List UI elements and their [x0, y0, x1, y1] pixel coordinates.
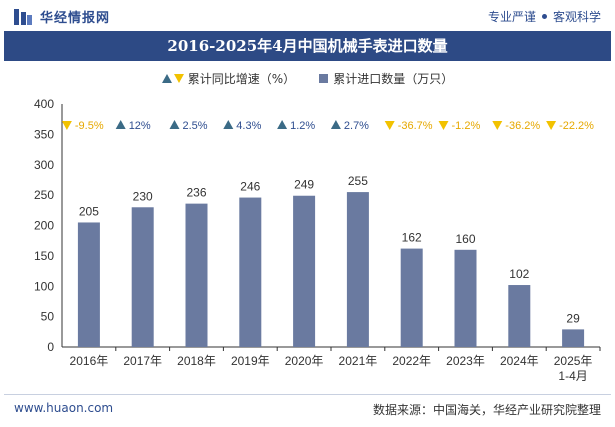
legend-growth-label: 累计同比增速（%） — [187, 71, 296, 86]
bar-value-label: 102 — [509, 267, 529, 281]
growth-down-marker — [61, 121, 72, 130]
bar-value-label: 249 — [294, 178, 314, 192]
bar-value-label: 205 — [79, 204, 99, 218]
legend-quantity-label: 累计进口数量（万只） — [333, 71, 454, 86]
bar-value-label: 160 — [455, 232, 475, 246]
bar-value-label: 162 — [402, 231, 422, 245]
logo-bars-icon — [14, 8, 32, 25]
growth-down-marker — [492, 121, 503, 130]
bar — [508, 285, 531, 347]
growth-label: -36.7% — [398, 120, 433, 132]
legend-quantity: 累计进口数量（万只） — [319, 70, 453, 87]
bar — [400, 248, 423, 347]
bar — [562, 329, 585, 347]
growth-up-marker — [277, 120, 288, 129]
growth-label: 4.3% — [236, 120, 261, 132]
bar — [77, 222, 100, 347]
bar-value-label: 29 — [566, 311, 580, 325]
growth-down-marker — [546, 121, 557, 130]
slogan-left: 专业严谨 — [487, 10, 536, 24]
x-tick-label: 2021年 — [339, 354, 378, 368]
bar-value-label: 230 — [133, 189, 153, 203]
y-tick-label: 300 — [34, 158, 54, 172]
y-tick-label: 0 — [47, 340, 54, 354]
bar — [293, 195, 316, 347]
x-tick-label: 2016年 — [70, 354, 109, 368]
growth-down-marker — [384, 121, 395, 130]
footer-website[interactable]: www.huaon.com — [14, 401, 114, 415]
growth-down-marker — [438, 121, 449, 130]
bar-swatch-icon — [319, 73, 329, 83]
brand-logo[interactable]: 华经情报网 — [14, 7, 110, 26]
x-tick-label: 2025年 — [554, 354, 593, 368]
growth-label: 12% — [129, 120, 151, 132]
bar — [131, 207, 154, 347]
chart-title: 2016-2025年4月中国机械手表进口数量 — [4, 31, 611, 61]
growth-up-marker — [223, 120, 234, 129]
top-bar: 华经情报网 专业严谨 客观科学 — [0, 0, 615, 30]
footer-source: 数据来源：中国海关，华经产业研究院整理 — [372, 403, 601, 417]
slogan: 专业严谨 客观科学 — [488, 8, 601, 25]
y-tick-label: 200 — [34, 219, 54, 233]
bar — [346, 192, 369, 347]
y-tick-label: 250 — [34, 188, 54, 202]
y-tick-label: 150 — [34, 249, 54, 263]
bar-value-label: 246 — [240, 180, 260, 194]
growth-label: 1.2% — [290, 120, 315, 132]
x-tick-label: 2020年 — [285, 354, 324, 368]
x-tick-label: 2019年 — [231, 354, 270, 368]
x-tick-label: 2017年 — [123, 354, 162, 368]
x-tick-label: 2024年 — [500, 354, 539, 368]
bar-value-label: 255 — [348, 174, 368, 188]
down-triangle-icon — [173, 73, 184, 83]
bar-chart: 0 50 100 150 200 250 300 350 400 205 2016年 -9.5% 230… — [34, 97, 601, 383]
growth-up-marker — [330, 120, 341, 129]
brand-name: 华经情报网 — [40, 11, 111, 26]
y-tick-label: 100 — [34, 279, 54, 293]
x-tick-label: 2022年 — [392, 354, 431, 368]
growth-label: -9.5% — [75, 120, 104, 132]
growth-label: -22.2% — [559, 120, 594, 132]
chart-legend: 累计同比增速（%） 累计进口数量（万只） — [0, 68, 615, 88]
bar-value-label: 236 — [186, 186, 206, 200]
growth-up-marker — [169, 120, 180, 129]
x-tick-label: 2023年 — [446, 354, 485, 368]
growth-label: -36.2% — [505, 120, 540, 132]
bar — [185, 203, 208, 347]
x-tick-label: 2018年 — [177, 354, 216, 368]
y-tick-label: 350 — [34, 127, 54, 141]
bar — [454, 249, 477, 347]
bar — [239, 197, 262, 347]
growth-label: 2.5% — [183, 120, 208, 132]
growth-up-marker — [115, 120, 126, 129]
y-tick-label: 50 — [41, 310, 55, 324]
footer-divider — [4, 394, 611, 395]
x-tick-label: 1-4月 — [558, 369, 587, 383]
y-tick-label: 400 — [34, 97, 54, 111]
growth-label: -1.2% — [452, 120, 481, 132]
dot-separator-icon — [541, 14, 547, 19]
growth-label: 2.7% — [344, 120, 369, 132]
up-triangle-icon — [161, 73, 172, 83]
slogan-right: 客观科学 — [552, 10, 601, 24]
legend-growth: 累计同比增速（%） — [161, 70, 296, 87]
